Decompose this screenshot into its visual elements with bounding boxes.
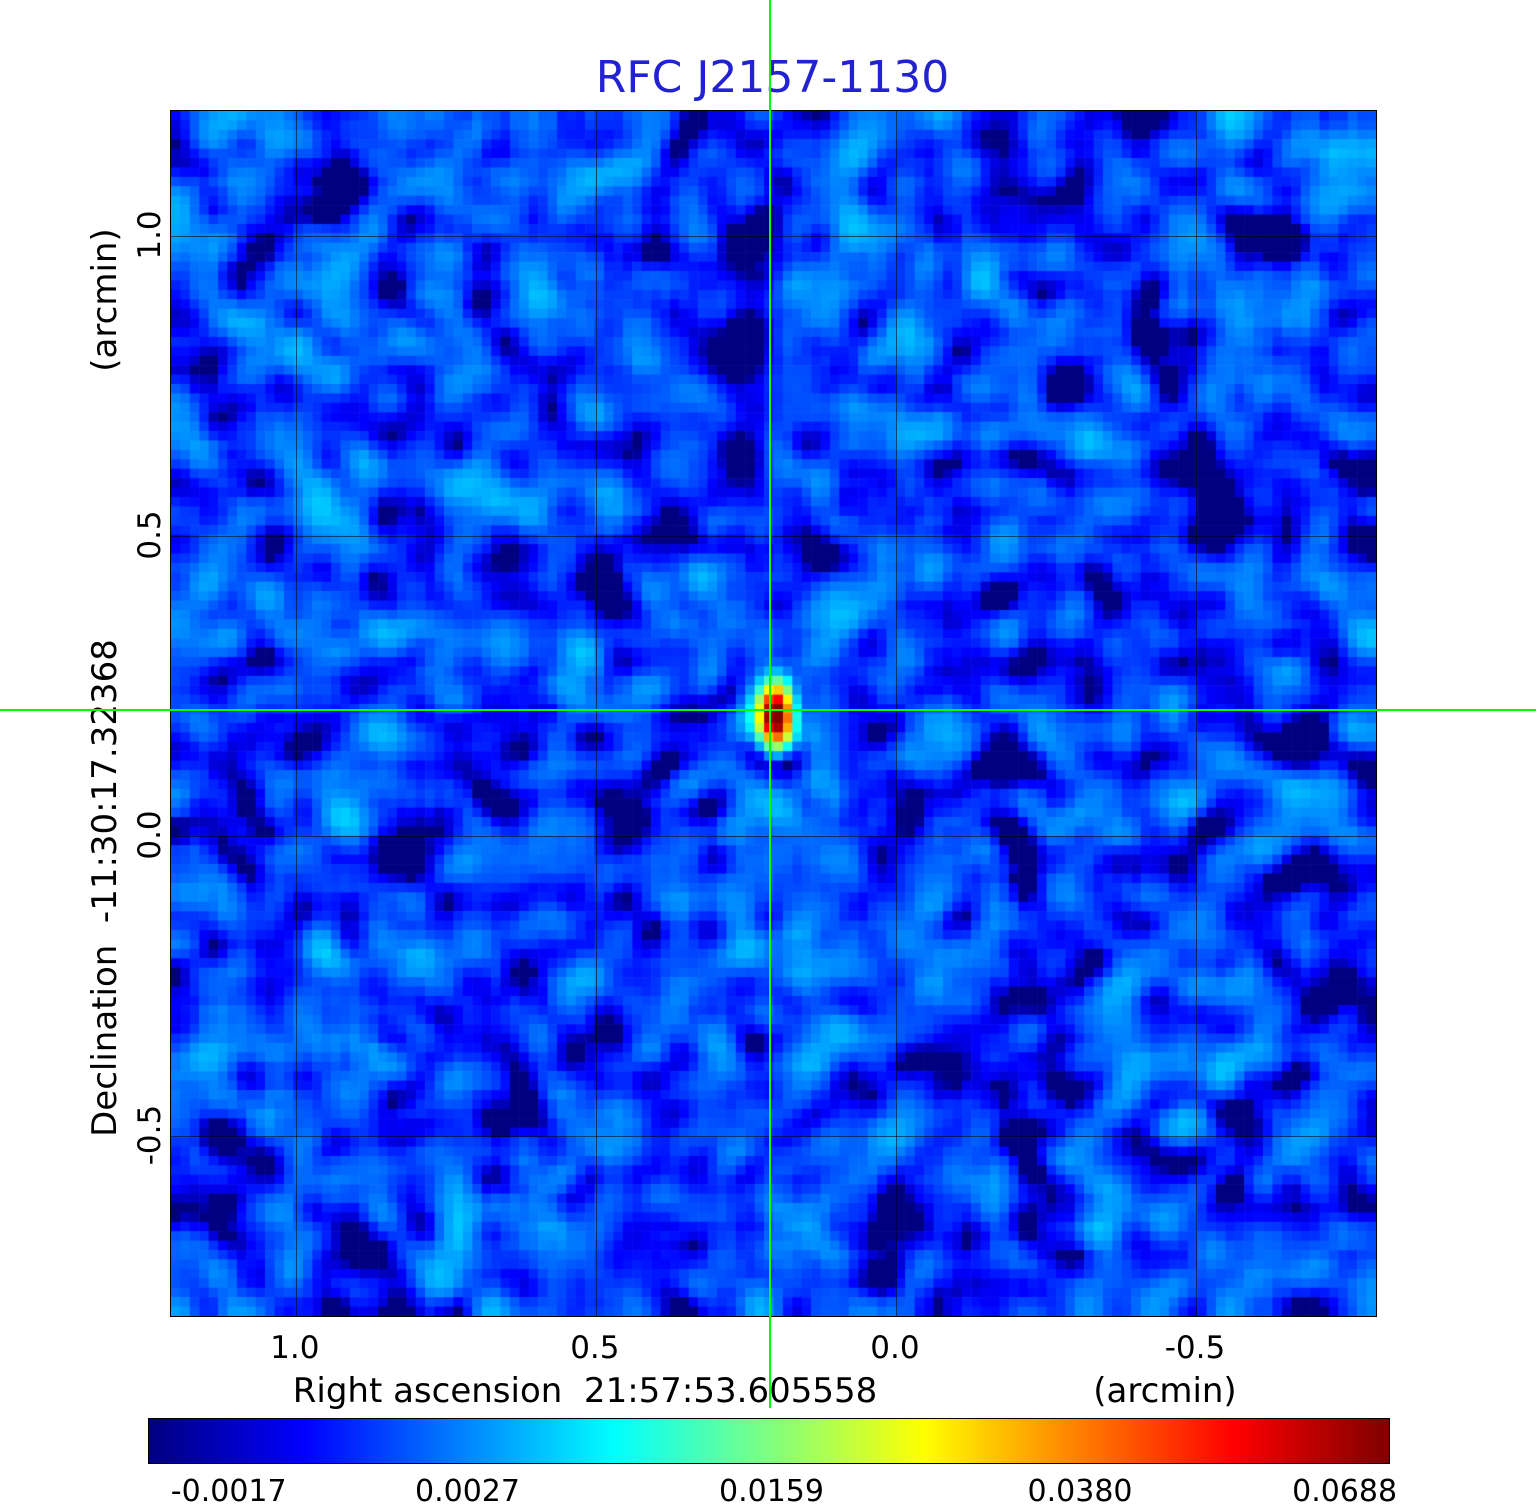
x-tick-label: 1.0 (270, 1330, 320, 1366)
grid-line-horizontal (171, 1135, 1376, 1137)
y-axis-unit-label: (arcmin) (85, 228, 125, 372)
x-axis-label: Right ascension 21:57:53.605558 (292, 1371, 878, 1411)
y-tick-label: 0.0 (132, 810, 168, 860)
y-tick-label: 1.0 (132, 210, 168, 260)
x-axis-unit-label: (arcmin) (1093, 1371, 1237, 1411)
crosshair-horizontal-line (0, 709, 1536, 712)
colorbar-tick-label: 0.0688 (1292, 1474, 1398, 1509)
sky-map-canvas (171, 111, 1376, 1316)
grid-line-vertical (1195, 111, 1197, 1316)
grid-line-horizontal (171, 235, 1376, 237)
colorbar-gradient (149, 1419, 1389, 1463)
grid-lines (171, 111, 1376, 1316)
colorbar-tick-label: -0.0017 (170, 1474, 287, 1509)
colorbar-tick-labels: -0.0017 0.0027 0.0159 0.0380 0.0688 (148, 1474, 1397, 1510)
grid-line-vertical (295, 111, 297, 1316)
x-tick-label: 0.0 (870, 1330, 920, 1366)
grid-line-vertical (595, 111, 597, 1316)
x-tick-label: -0.5 (1164, 1330, 1226, 1366)
plot-area (170, 110, 1377, 1317)
colorbar (148, 1418, 1390, 1464)
grid-line-horizontal (171, 535, 1376, 537)
grid-line-vertical (895, 111, 897, 1316)
grid-line-horizontal (171, 835, 1376, 837)
colorbar-tick-label: 0.0380 (1027, 1474, 1133, 1509)
y-tick-label: -0.5 (132, 1104, 168, 1166)
x-tick-label: 0.5 (570, 1330, 620, 1366)
y-tick-label: 0.5 (132, 510, 168, 560)
crosshair-vertical-line (769, 0, 772, 1408)
colorbar-tick-label: 0.0159 (718, 1474, 824, 1509)
plot-title: RFC J2157-1130 (595, 52, 950, 103)
y-axis-label: Declination -11:30:17.32368 (85, 639, 125, 1137)
colorbar-tick-label: 0.0027 (414, 1474, 520, 1509)
